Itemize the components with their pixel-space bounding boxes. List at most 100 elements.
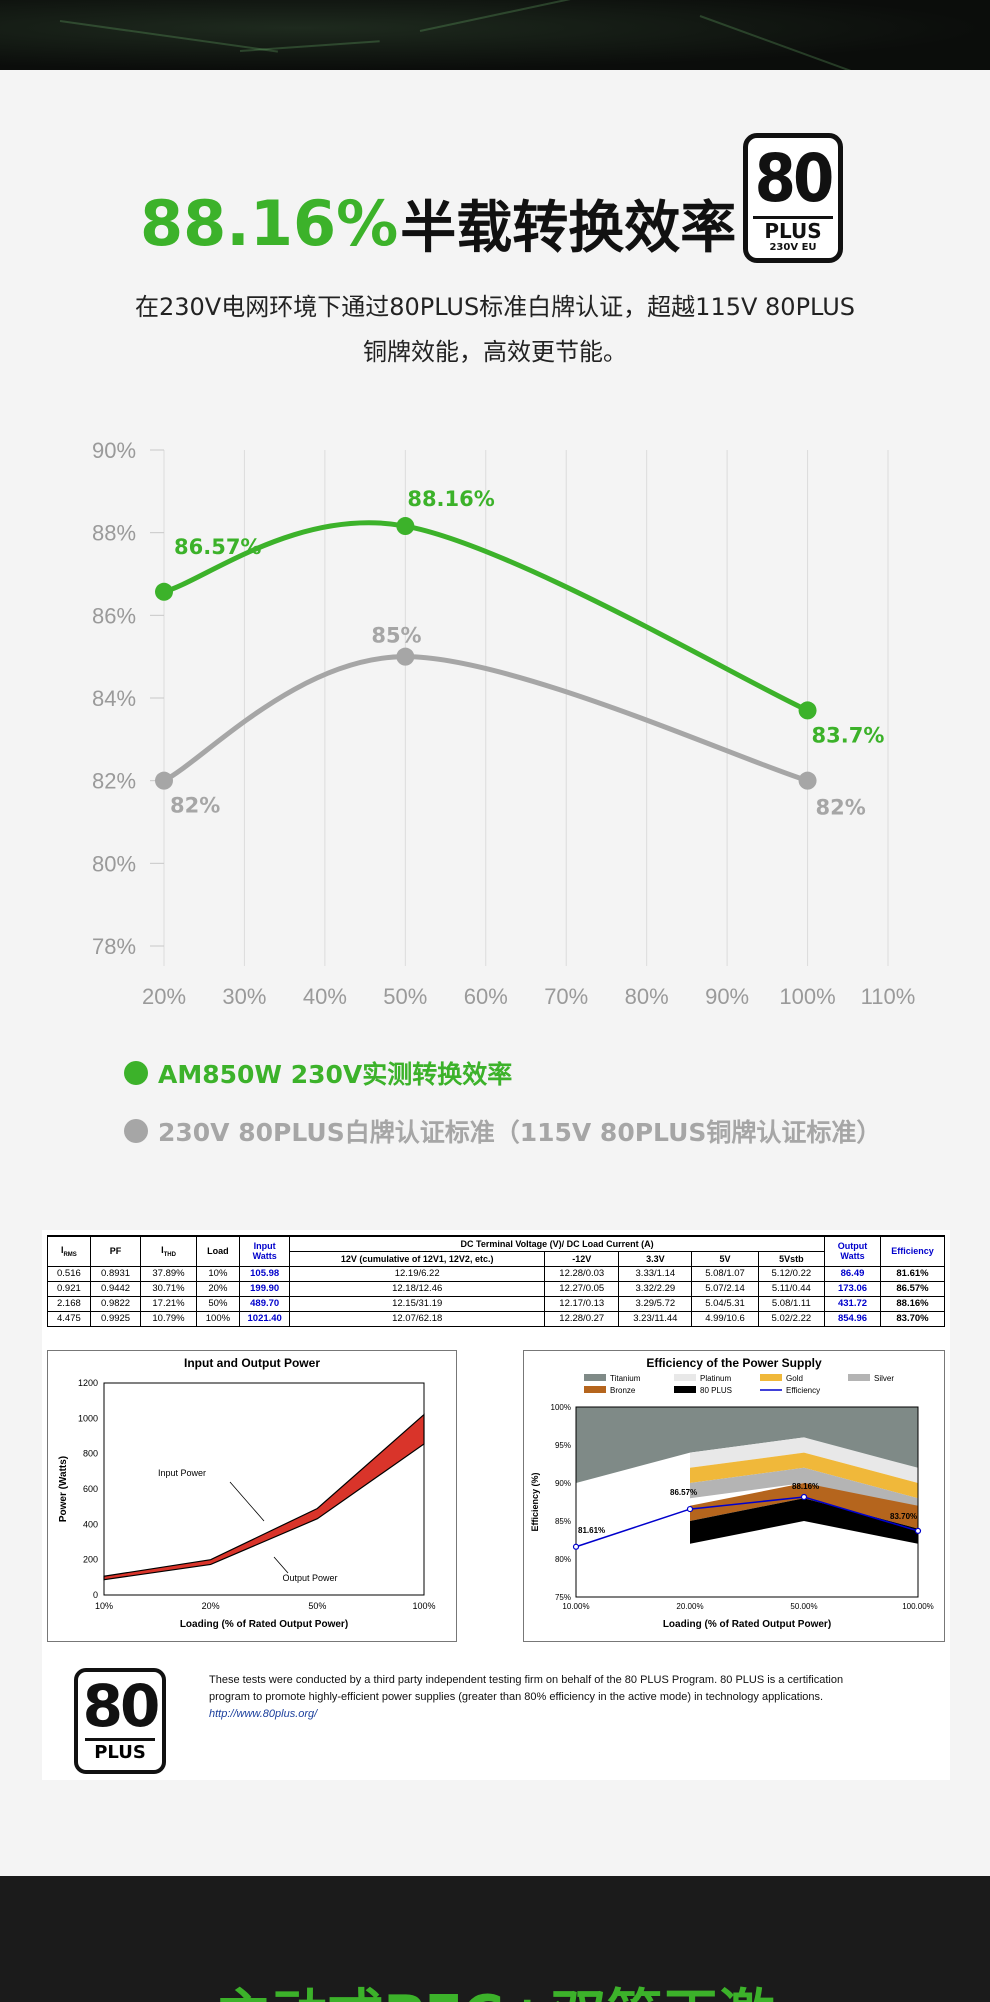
efficiency-chart-title: Efficiency of the Power Supply bbox=[646, 1356, 822, 1370]
table-cell: 5.08/1.07 bbox=[691, 1265, 759, 1282]
efficiency-point-label: 81.61% bbox=[578, 1526, 605, 1535]
badge-bottom-number: 80 bbox=[82, 1672, 161, 1740]
efficiency-y-axis-label: Efficiency (%) bbox=[530, 1472, 540, 1531]
80plus-230v-eu-badge: 80 PLUS 230V EU bbox=[743, 133, 843, 263]
y-tick-label: 78% bbox=[92, 934, 136, 959]
efficiency-y-tick: 100% bbox=[551, 1403, 571, 1412]
table-cell: 50% bbox=[195, 1295, 241, 1312]
legend-item-standard: 230V 80PLUS白牌认证标准（115V 80PLUS铜牌认证标准） bbox=[124, 1113, 881, 1149]
headline-percent: 88.16% bbox=[140, 186, 399, 260]
x-tick-label: 70% bbox=[544, 984, 588, 1009]
efficiency-point bbox=[914, 1527, 922, 1534]
efficiency-y-tick: 95% bbox=[555, 1441, 571, 1450]
table-cell: 17.21% bbox=[140, 1295, 197, 1312]
band-platinum bbox=[690, 1437, 918, 1483]
efficiency-point bbox=[686, 1505, 694, 1513]
x-tick-label: 50% bbox=[383, 984, 427, 1009]
header-output-watts: Output Watts bbox=[824, 1235, 881, 1267]
bottom-section-banner: 主动式PFC+双管正激 bbox=[0, 1876, 990, 2002]
band-bronze bbox=[690, 1483, 918, 1529]
table-cell: 86.57% bbox=[880, 1280, 945, 1297]
table-cell: 5.11/0.44 bbox=[757, 1280, 826, 1297]
y-tick-label: 80% bbox=[92, 851, 136, 876]
header-minus12v: -12V bbox=[544, 1250, 620, 1267]
80plus-test-report: IRMS PF ITHD Load Input Watts DC Termina… bbox=[42, 1230, 950, 1780]
header-dc-group: DC Terminal Voltage (V)/ DC Load Current… bbox=[289, 1235, 825, 1252]
table-cell: 3.33/1.14 bbox=[618, 1265, 693, 1282]
efficiency-line-chart: 20% 30% 40% 50% 60% 70% 80% 90% 100% 110% 78% 80% 82… bbox=[92, 438, 916, 1009]
legend-label: Titanium bbox=[610, 1374, 641, 1383]
table-cell: 173.06 bbox=[824, 1280, 881, 1297]
description-line-2: 铜牌效能，高效更节能。 bbox=[363, 338, 627, 366]
efficiency-x-tick: 20.00% bbox=[676, 1602, 703, 1611]
efficiency-band-chart: Titanium Platinum Gold Silver Bronze 80 PLUS E… bbox=[530, 1374, 934, 1630]
power-chart: 0 200 400 600 800 1000 1200 10% 20% 50% 100% Input … bbox=[58, 1378, 436, 1630]
table-cell: 12.18/12.46 bbox=[289, 1280, 546, 1297]
legend-label: Silver bbox=[874, 1374, 894, 1383]
legend-label: Gold bbox=[786, 1374, 803, 1383]
x-tick-label: 20% bbox=[142, 984, 186, 1009]
header-irms: IRMS bbox=[47, 1235, 91, 1267]
data-point bbox=[396, 517, 415, 536]
efficiency-point-label: 88.16% bbox=[792, 1482, 819, 1491]
legend-label: Platinum bbox=[700, 1374, 731, 1383]
legend-label: 80 PLUS bbox=[700, 1386, 732, 1395]
series-line-measured bbox=[163, 520, 809, 713]
band-80-plus bbox=[690, 1498, 918, 1544]
table-cell: 489.70 bbox=[239, 1295, 291, 1312]
header-pf: PF bbox=[89, 1235, 142, 1267]
table-cell: 0.9925 bbox=[89, 1310, 142, 1327]
x-tick-label: 40% bbox=[303, 984, 347, 1009]
table-cell: 3.32/2.29 bbox=[618, 1280, 693, 1297]
table-cell: 0.921 bbox=[47, 1280, 91, 1297]
input-power-label: Input Power bbox=[158, 1468, 206, 1478]
y-tick-label: 82% bbox=[92, 769, 136, 794]
table-cell: 81.61% bbox=[880, 1265, 945, 1282]
table-cell: 100% bbox=[195, 1310, 241, 1327]
data-label: 83.7% bbox=[812, 723, 885, 747]
legend-swatch bbox=[674, 1374, 696, 1381]
table-cell: 12.15/31.19 bbox=[289, 1295, 546, 1312]
data-label: 85% bbox=[371, 624, 421, 648]
y-tick-label: 90% bbox=[92, 438, 136, 463]
table-cell: 431.72 bbox=[824, 1295, 881, 1312]
y-tick-label: 88% bbox=[92, 521, 136, 546]
data-point bbox=[155, 582, 173, 601]
x-tick-label: 30% bbox=[222, 984, 266, 1009]
table-cell: 12.07/62.18 bbox=[289, 1310, 546, 1327]
efficiency-y-tick: 80% bbox=[555, 1555, 571, 1564]
power-band bbox=[103, 1413, 425, 1581]
efficiency-chart-panel: Efficiency of the Power Supply Titanium P… bbox=[523, 1350, 945, 1642]
80plus-link[interactable]: http://www.80plus.org/ bbox=[209, 1708, 318, 1720]
badge-plus: PLUS bbox=[753, 216, 833, 243]
table-cell: 854.96 bbox=[824, 1310, 881, 1327]
x-tick-label: 60% bbox=[464, 984, 508, 1009]
table-cell: 10.79% bbox=[140, 1310, 197, 1327]
table-cell: 83.70% bbox=[880, 1310, 945, 1327]
report-table: IRMS PF ITHD Load Input Watts DC Termina… bbox=[47, 1235, 945, 1327]
table-cell: 0.516 bbox=[47, 1265, 91, 1282]
efficiency-x-tick: 100.00% bbox=[902, 1602, 934, 1611]
power-x-axis-label: Loading (% of Rated Output Power) bbox=[180, 1619, 348, 1630]
power-x-tick: 10% bbox=[95, 1601, 113, 1611]
legend-dot-green bbox=[124, 1061, 148, 1085]
power-x-tick: 100% bbox=[412, 1601, 435, 1611]
headline-text: 半载转换效率 bbox=[400, 195, 737, 261]
power-y-tick: 600 bbox=[83, 1484, 98, 1494]
table-cell: 5.12/0.22 bbox=[757, 1265, 826, 1282]
80plus-badge: 80 PLUS bbox=[74, 1668, 166, 1774]
legend-swatch bbox=[760, 1374, 782, 1381]
power-y-tick: 200 bbox=[83, 1555, 98, 1565]
table-cell: 199.90 bbox=[239, 1280, 291, 1297]
badge-region: 230V EU bbox=[769, 242, 817, 253]
x-tick-label: 110% bbox=[861, 984, 916, 1009]
headline: 88.16% 半载转换效率 bbox=[140, 178, 736, 268]
data-label: 82% bbox=[816, 796, 866, 820]
table-cell: 86.49 bbox=[824, 1265, 881, 1282]
efficiency-y-tick: 75% bbox=[555, 1593, 571, 1602]
efficiency-point-label: 83.70% bbox=[890, 1512, 917, 1521]
power-x-tick: 20% bbox=[202, 1601, 220, 1611]
table-cell: 4.99/10.6 bbox=[691, 1310, 759, 1327]
table-cell: 5.08/1.11 bbox=[757, 1295, 826, 1312]
table-cell: 0.9442 bbox=[89, 1280, 142, 1297]
